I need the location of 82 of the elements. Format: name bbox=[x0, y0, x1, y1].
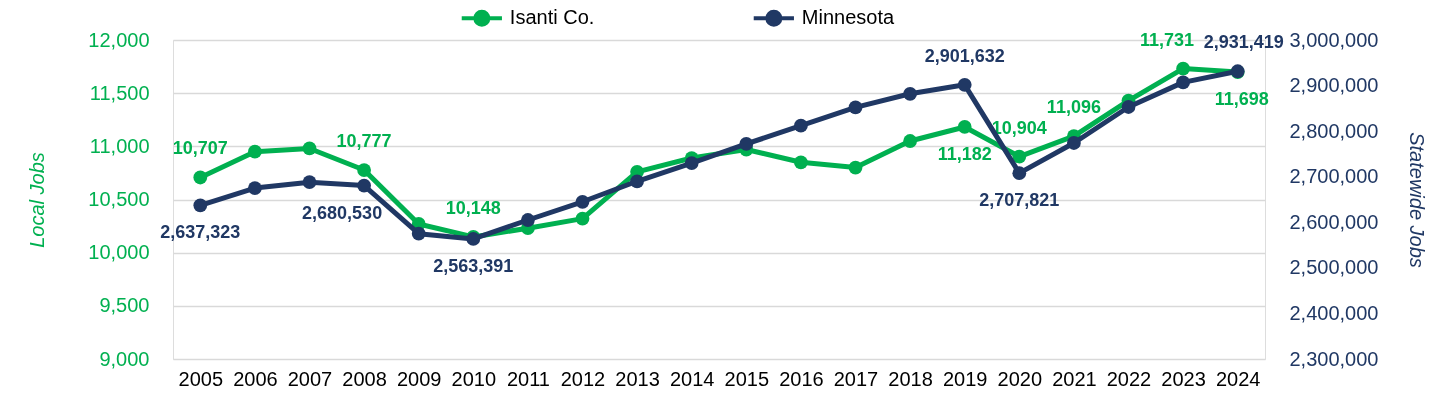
data-label: 2,637,323 bbox=[160, 222, 241, 243]
data-label: 2,707,821 bbox=[979, 190, 1060, 211]
x-tick-label: 2008 bbox=[342, 367, 387, 390]
y-tick-label: 11,000 bbox=[89, 134, 150, 157]
data-label: 2,901,632 bbox=[924, 45, 1005, 66]
y2-tick-label: 3,000,000 bbox=[1289, 28, 1379, 51]
point bbox=[630, 174, 644, 189]
point bbox=[903, 134, 917, 148]
point bbox=[193, 170, 208, 185]
x-tick-label: 2010 bbox=[451, 367, 497, 390]
y-tick-label: 11,500 bbox=[89, 81, 150, 104]
x-tick-label: 2020 bbox=[997, 367, 1043, 390]
x-tick-label: 2023 bbox=[1161, 367, 1206, 390]
x-tick-label: 2018 bbox=[888, 367, 933, 390]
point bbox=[957, 120, 972, 134]
y2-tick-label: 2,700,000 bbox=[1289, 165, 1379, 188]
x-tick-label: 2012 bbox=[560, 367, 606, 390]
point bbox=[1067, 136, 1081, 150]
point bbox=[521, 213, 535, 227]
point bbox=[302, 175, 317, 190]
y2-tick-label: 2,500,000 bbox=[1289, 256, 1379, 279]
x-tick-label: 2011 bbox=[506, 367, 550, 390]
data-label: 11,698 bbox=[1214, 89, 1269, 110]
y2-tick-label: 2,800,000 bbox=[1289, 119, 1379, 142]
point bbox=[1121, 100, 1136, 114]
data-label: 2,680,530 bbox=[302, 202, 383, 223]
point bbox=[1012, 149, 1027, 164]
data-label: 2,931,419 bbox=[1203, 32, 1284, 53]
point bbox=[794, 118, 808, 133]
point bbox=[575, 194, 590, 209]
point bbox=[903, 86, 917, 101]
x-tick-label: 2016 bbox=[779, 367, 824, 390]
data-label: 10,904 bbox=[991, 117, 1047, 138]
data-label: 10,777 bbox=[336, 131, 392, 152]
x-tick-label: 2014 bbox=[669, 367, 715, 390]
data-label: 10,148 bbox=[445, 197, 501, 218]
y-tick-label: 10,500 bbox=[88, 188, 150, 210]
data-label: 11,096 bbox=[1046, 97, 1101, 118]
x-tick-label: 2015 bbox=[724, 367, 770, 390]
x-tick-label: 2009 bbox=[396, 367, 442, 390]
x-tick-label: 2019 bbox=[942, 367, 988, 390]
point bbox=[1176, 61, 1190, 76]
x-tick-label: 2017 bbox=[833, 367, 879, 390]
point bbox=[794, 155, 808, 170]
y2-axis-title: Statewide Jobs bbox=[1406, 132, 1429, 268]
x-tick-label: 2005 bbox=[178, 367, 224, 390]
data-label: 11,182 bbox=[937, 143, 992, 164]
y2-tick-label: 2,400,000 bbox=[1289, 301, 1379, 324]
point bbox=[575, 211, 590, 226]
point bbox=[848, 100, 863, 115]
point bbox=[302, 141, 317, 156]
y-axis-title: Local Jobs bbox=[26, 152, 49, 248]
legend-label: Minnesota bbox=[801, 6, 895, 29]
data-label: 11,731 bbox=[1140, 29, 1195, 50]
point bbox=[1176, 75, 1190, 90]
x-tick-label: 2006 bbox=[233, 367, 278, 390]
x-tick-label: 2007 bbox=[287, 367, 333, 390]
y-tick-label: 9,000 bbox=[99, 347, 150, 370]
point bbox=[248, 144, 262, 159]
x-tick-label: 2022 bbox=[1106, 367, 1152, 390]
point bbox=[957, 77, 972, 92]
y-tick-label: 9,500 bbox=[99, 294, 150, 317]
y-tick-label: 12,000 bbox=[88, 28, 150, 51]
x-tick-label: 2013 bbox=[615, 367, 660, 390]
point bbox=[248, 181, 262, 195]
legend-label: Isanti Co. bbox=[509, 6, 595, 29]
point bbox=[1012, 166, 1027, 181]
x-tick-label: 2021 bbox=[1052, 367, 1097, 390]
y-tick-label: 10,000 bbox=[88, 241, 150, 264]
point bbox=[411, 226, 426, 241]
point bbox=[848, 160, 863, 175]
y2-tick-label: 2,300,000 bbox=[1289, 347, 1379, 370]
point bbox=[193, 198, 208, 213]
point bbox=[357, 163, 371, 177]
data-label: 2,563,391 bbox=[433, 255, 514, 276]
data-label: 10,707 bbox=[172, 138, 228, 159]
x-tick-label: 2024 bbox=[1215, 367, 1261, 390]
y2-tick-label: 2,900,000 bbox=[1289, 74, 1379, 97]
point bbox=[739, 137, 754, 151]
point bbox=[357, 178, 371, 193]
y2-tick-label: 2,600,000 bbox=[1289, 210, 1379, 233]
point bbox=[684, 156, 699, 170]
